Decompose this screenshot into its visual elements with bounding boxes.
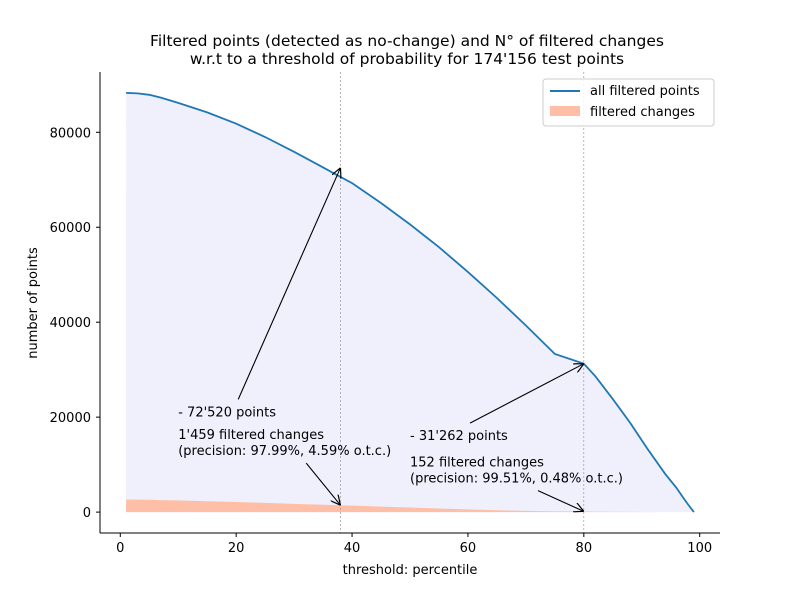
annotation-text: - 72'520 points — [178, 405, 276, 420]
x-tick-label: 100 — [687, 541, 712, 556]
y-tick-label: 80000 — [50, 126, 91, 141]
legend: all filtered points filtered changes — [542, 78, 715, 127]
annotation-line: - 72'520 points — [178, 405, 276, 420]
annotation-line: - 31'262 points — [410, 429, 508, 444]
annotation-line: 1'459 filtered changes — [178, 428, 324, 443]
y-tick-label: 0 — [83, 506, 91, 521]
annotation-line: (precision: 99.51%, 0.48% o.t.c.) — [410, 472, 623, 487]
y-tick-label: 60000 — [50, 221, 91, 236]
series-lines — [126, 92, 695, 513]
y-axis-label: number of points — [26, 247, 41, 359]
filtered-changes-area — [126, 499, 694, 513]
annotation-line: 152 filtered changes — [410, 456, 544, 471]
x-tick-label: 20 — [228, 541, 245, 556]
x-tick-label: 80 — [576, 541, 593, 556]
all-filtered-points-line — [126, 92, 695, 513]
legend-swatch-area — [550, 106, 580, 116]
x-tick-label: 0 — [116, 541, 124, 556]
y-tick-label: 40000 — [50, 316, 91, 331]
x-tick-label: 60 — [460, 541, 477, 556]
chart-title-line: Filtered points (detected as no-change) … — [150, 32, 664, 50]
legend-box — [542, 78, 715, 127]
annotation-text: - 31'262 points — [410, 429, 508, 444]
annotation-line: (precision: 97.99%, 4.59% o.t.c.) — [178, 444, 391, 459]
tick-labels: 0 20 40 60 80 100 0 20000 40000 60000 80000 — [50, 126, 712, 556]
threshold-lines — [340, 72, 585, 533]
annotation-arrow — [469, 364, 584, 424]
area-fills — [126, 92, 694, 513]
annotation-text: 1'459 filtered changes (precision: 97.99%… — [178, 428, 391, 459]
legend-label: filtered changes — [590, 105, 695, 120]
x-tick-label: 40 — [344, 541, 361, 556]
all-filtered-points-area — [126, 92, 694, 513]
chart-title: Filtered points (detected as no-change) … — [150, 32, 664, 68]
x-axis-label: threshold: percentile — [343, 563, 478, 578]
annotation-arrow — [537, 490, 584, 512]
chart-title-line: w.r.t to a threshold of probability for … — [190, 50, 624, 68]
legend-label: all filtered points — [590, 84, 700, 99]
annotation-arrow — [305, 462, 340, 505]
annotation-arrow — [237, 168, 340, 400]
axes — [96, 72, 720, 537]
y-tick-label: 20000 — [50, 411, 91, 426]
annotation-text: 152 filtered changes (precision: 99.51%, … — [410, 456, 623, 487]
